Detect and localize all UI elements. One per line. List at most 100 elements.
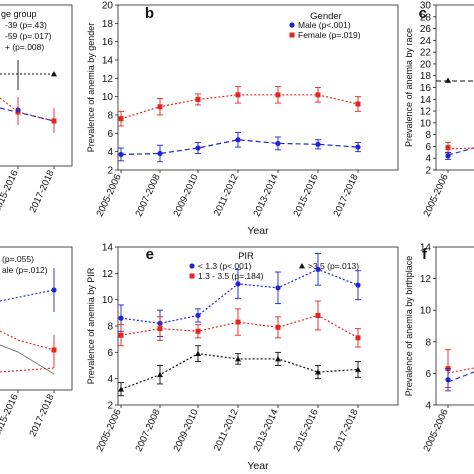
data-point: [118, 386, 124, 392]
legend-title: PIR: [238, 251, 254, 262]
panel-d: 2015-2016 2017-2018: [0, 246, 73, 439]
series-line-fragment: [0, 344, 19, 353]
legend-label: ale (p=.012): [2, 265, 48, 275]
data-point: [315, 312, 321, 318]
legend-label: + (p=.008): [5, 42, 44, 52]
series-line-fragment: [17, 351, 55, 375]
y-tick-label: 4: [107, 147, 113, 158]
plot-frame: [435, 246, 474, 406]
y-tick-label: 16: [420, 83, 432, 94]
plot-frame: [435, 4, 474, 171]
data-point: [275, 355, 281, 362]
data-point: [118, 116, 124, 122]
y-tick-label: 18: [420, 71, 432, 82]
y-tick-label: 4: [425, 401, 431, 412]
y-axis-label: Prevalence of anemia by gender: [86, 23, 96, 153]
y-tick-label: 14: [420, 95, 432, 106]
plot-frame: [0, 246, 73, 391]
y-tick-label: 8: [107, 322, 113, 333]
y-tick-label: 10: [420, 118, 432, 129]
legend-marker: [299, 263, 305, 269]
y-tick-label: 12: [102, 74, 114, 85]
y-tick-label: 2: [425, 166, 431, 177]
x-tick-label: 2009-2010: [172, 408, 201, 454]
series-line-fragment: [0, 330, 19, 341]
series-line-fragment: [0, 107, 55, 122]
plot-frame: [117, 4, 399, 171]
x-tick-label: 2005-2006: [95, 173, 124, 219]
y-axis-label: Prevalence of anemia by birthplace: [404, 256, 414, 397]
legend-d: (p=.055)ale (p=.012): [2, 254, 48, 275]
data-point: [235, 281, 241, 287]
series-group: [445, 349, 451, 392]
y-tick-label: 6: [107, 129, 113, 140]
x-tick-label: 2005-2006: [95, 408, 124, 454]
series-group: [118, 253, 361, 397]
y-tick-label: 20: [420, 59, 432, 70]
legend-label: Female (p=.019): [298, 30, 361, 40]
y-tick-label: 14: [102, 243, 114, 254]
y-tick-label: 8: [425, 337, 431, 348]
legend-title: ge group: [1, 9, 37, 19]
data-point: [157, 150, 163, 157]
panel-letter: f: [422, 246, 428, 263]
x-tick-label: 2011-2012: [212, 173, 241, 218]
series-line-fragment: [17, 339, 55, 351]
data-point: [195, 350, 201, 357]
y-tick-label: 8: [107, 111, 113, 122]
panel-letter: b: [145, 5, 154, 22]
data-point: [315, 141, 321, 147]
data-point: [315, 92, 321, 98]
series-line-fragment: [447, 147, 474, 150]
data-point: [355, 335, 361, 341]
y-tick-label: 2: [107, 401, 113, 412]
legend-marker: [289, 32, 295, 38]
series-line-fragment: [447, 147, 474, 156]
x-tick-label: 2009-2010: [172, 173, 201, 219]
y-tick-label: 6: [425, 369, 431, 380]
legend-marker: [189, 263, 195, 269]
y-tick-label: 12: [420, 107, 432, 118]
y-tick-label: 10: [102, 92, 114, 103]
data-point: [118, 151, 124, 158]
data-point: [195, 145, 201, 151]
x-axis-label: Year: [247, 225, 269, 237]
data-point: [275, 324, 281, 330]
x-tick-label: 2017-2018: [332, 408, 361, 454]
x-tick-label: 2015-2016: [0, 393, 21, 439]
data-point: [195, 312, 201, 319]
y-tick-label: 16: [102, 37, 114, 48]
series-female-line: [120, 94, 359, 120]
legend-title: Gender: [310, 11, 342, 22]
data-point: [315, 369, 321, 375]
y-tick-label: 4: [107, 374, 113, 385]
data-point: [51, 71, 57, 77]
series-line-fragment: [447, 371, 474, 383]
data-point: [355, 144, 361, 150]
plot-frame: [0, 4, 73, 167]
legend-marker: [189, 273, 195, 279]
y-tick-label: 22: [420, 48, 432, 59]
y-tick-label: 28: [420, 12, 432, 23]
series-group: [118, 86, 361, 163]
x-tick-label: 2007-2008: [134, 173, 163, 219]
y-tick-label: 6: [107, 348, 113, 359]
x-tick-label: 2015-2016: [0, 169, 21, 215]
data-point: [235, 319, 241, 325]
data-point: [157, 104, 163, 110]
data-point: [355, 282, 361, 288]
x-tick-label: 2005-2006: [422, 408, 451, 454]
legend-label: Male (p<.001): [298, 20, 351, 30]
x-axis-label: Year: [247, 460, 269, 472]
x-tick-label: 2015-2016: [292, 408, 321, 454]
legend-label: -39 (p=.43): [5, 20, 47, 30]
y-tick-label: 18: [102, 19, 114, 30]
y-tick-label: 26: [420, 24, 432, 35]
data-point: [235, 92, 241, 98]
legend-a: -39 (p=.43)-59 (p=.017)+ (p=.008): [5, 20, 52, 52]
data-point: [445, 77, 451, 83]
panel-f: 4 6 8 10 12 14 Prevalence of anemia by birthpl…: [404, 243, 474, 454]
x-tick-label: 2017-2018: [28, 169, 57, 215]
